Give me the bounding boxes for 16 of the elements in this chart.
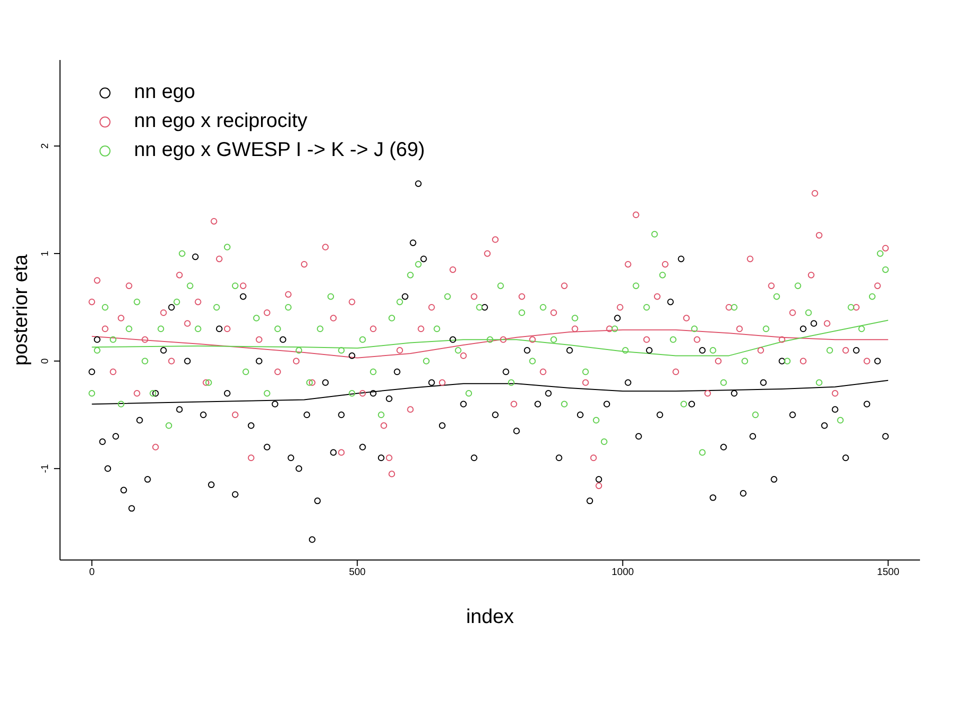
y-axis-title: posterior eta [10,254,32,366]
x-tick-label: 1500 [877,567,900,578]
y-tick-label: 0 [40,358,51,364]
y-tick-label: 1 [40,250,51,256]
legend-label: nn ego [134,80,196,105]
x-tick-label: 1000 [612,567,634,578]
legend-label: nn ego x reciprocity [134,109,308,134]
legend-label: nn ego x GWESP I -> K -> J (69) [134,138,425,163]
line-series [91,320,889,356]
x-tick-label: 0 [89,567,96,578]
y-tick-label: -1 [40,464,51,474]
y-tick-label: 2 [40,142,51,149]
line-series [91,329,889,358]
x-tick-label: 500 [348,567,366,578]
line-series [91,380,889,405]
x-axis-title: index [466,606,514,628]
